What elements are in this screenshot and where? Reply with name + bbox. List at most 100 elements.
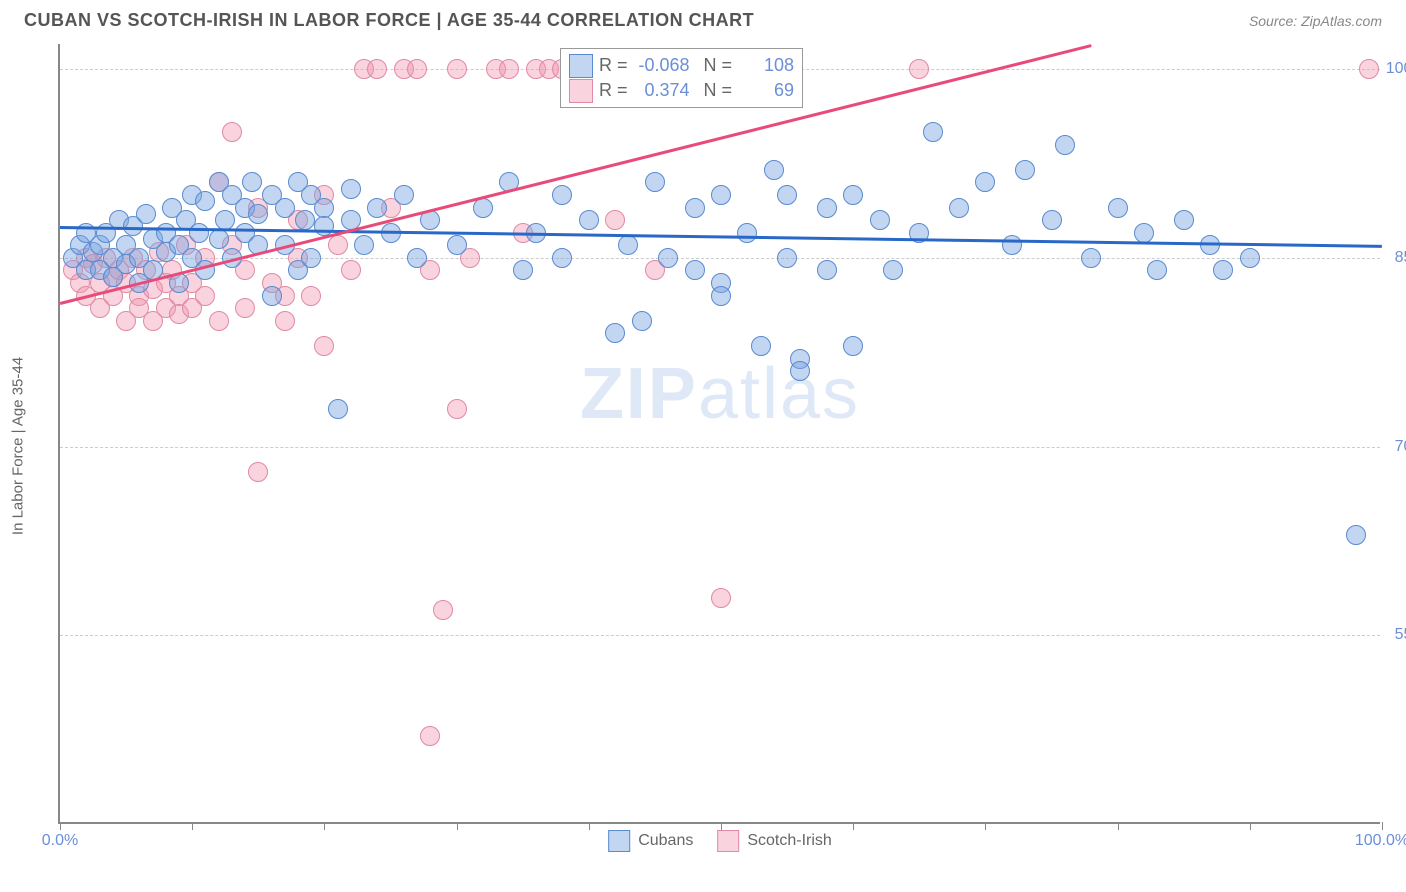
scatter-point xyxy=(1042,210,1062,230)
x-tick xyxy=(985,822,986,830)
scatter-point xyxy=(367,198,387,218)
scatter-point xyxy=(248,462,268,482)
gridline xyxy=(60,447,1380,448)
scatter-point xyxy=(605,323,625,343)
r-value: -0.068 xyxy=(634,53,690,78)
chart-header: CUBAN VS SCOTCH-IRISH IN LABOR FORCE | A… xyxy=(0,0,1406,37)
scatter-point xyxy=(301,286,321,306)
scatter-point xyxy=(685,260,705,280)
scatter-point xyxy=(136,204,156,224)
scatter-point xyxy=(513,260,533,280)
scatter-point xyxy=(923,122,943,142)
x-tick xyxy=(324,822,325,830)
scatter-point xyxy=(215,210,235,230)
scatter-point xyxy=(1346,525,1366,545)
x-tick xyxy=(457,822,458,830)
legend-item: Scotch-Irish xyxy=(717,830,831,852)
scatter-point xyxy=(301,248,321,268)
x-tick xyxy=(1118,822,1119,830)
legend-swatch xyxy=(608,830,630,852)
scatter-point xyxy=(354,235,374,255)
scatter-point xyxy=(189,223,209,243)
scatter-point xyxy=(209,229,229,249)
scatter-point xyxy=(242,172,262,192)
scatter-point xyxy=(407,248,427,268)
scatter-point xyxy=(817,260,837,280)
scatter-point xyxy=(1081,248,1101,268)
scatter-point xyxy=(658,248,678,268)
x-tick xyxy=(60,822,61,830)
scatter-point xyxy=(552,185,572,205)
scatter-point xyxy=(473,198,493,218)
scatter-point xyxy=(248,204,268,224)
scatter-point xyxy=(407,59,427,79)
scatter-point xyxy=(843,336,863,356)
x-tick xyxy=(853,822,854,830)
scatter-point xyxy=(1055,135,1075,155)
scatter-point xyxy=(1240,248,1260,268)
x-tick xyxy=(721,822,722,830)
scatter-point xyxy=(618,235,638,255)
scatter-point xyxy=(447,399,467,419)
scatter-point xyxy=(195,191,215,211)
scatter-point xyxy=(817,198,837,218)
scatter-point xyxy=(1200,235,1220,255)
legend-row: R =-0.068 N =108 xyxy=(569,53,794,78)
scatter-point xyxy=(632,311,652,331)
scatter-point xyxy=(645,172,665,192)
n-label: N = xyxy=(704,53,733,78)
correlation-legend: R =-0.068 N =108R =0.374N =69 xyxy=(560,48,803,108)
y-tick-label: 100.0% xyxy=(1385,60,1406,78)
scatter-point xyxy=(447,235,467,255)
y-tick-label: 85.0% xyxy=(1385,249,1406,267)
y-tick-label: 55.0% xyxy=(1385,626,1406,644)
scatter-point xyxy=(1108,198,1128,218)
r-label: R = xyxy=(599,53,628,78)
scatter-point xyxy=(777,185,797,205)
legend-label: Cubans xyxy=(638,832,693,850)
n-label: N = xyxy=(704,78,733,103)
scatter-point xyxy=(843,185,863,205)
legend-swatch xyxy=(717,830,739,852)
scatter-point xyxy=(1174,210,1194,230)
scatter-point xyxy=(790,361,810,381)
scatter-point xyxy=(777,248,797,268)
scatter-point xyxy=(1147,260,1167,280)
scatter-point xyxy=(1134,223,1154,243)
scatter-point xyxy=(209,311,229,331)
scatter-point xyxy=(367,59,387,79)
scatter-point xyxy=(275,198,295,218)
chart-title: CUBAN VS SCOTCH-IRISH IN LABOR FORCE | A… xyxy=(24,10,754,31)
scatter-point xyxy=(711,185,731,205)
r-label: R = xyxy=(599,78,628,103)
scatter-point xyxy=(235,298,255,318)
scatter-point xyxy=(1213,260,1233,280)
scatter-point xyxy=(295,210,315,230)
n-value: 108 xyxy=(738,53,794,78)
scatter-point xyxy=(420,726,440,746)
n-value: 69 xyxy=(738,78,794,103)
gridline xyxy=(60,635,1380,636)
legend-row: R =0.374N =69 xyxy=(569,78,794,103)
legend-swatch xyxy=(569,79,593,103)
scatter-point xyxy=(883,260,903,280)
source-label: Source: ZipAtlas.com xyxy=(1249,13,1382,29)
scatter-point xyxy=(552,248,572,268)
scatter-point xyxy=(711,286,731,306)
scatter-point xyxy=(447,59,467,79)
scatter-point xyxy=(328,399,348,419)
scatter-point xyxy=(764,160,784,180)
scatter-point xyxy=(1015,160,1035,180)
scatter-point xyxy=(314,198,334,218)
gridline xyxy=(60,258,1380,259)
x-tick-label: 100.0% xyxy=(1355,832,1406,850)
x-tick-label: 0.0% xyxy=(42,832,78,850)
scatter-point xyxy=(737,223,757,243)
scatter-point xyxy=(341,179,361,199)
legend-item: Cubans xyxy=(608,830,693,852)
x-tick xyxy=(589,822,590,830)
legend-label: Scotch-Irish xyxy=(747,832,831,850)
scatter-point xyxy=(394,185,414,205)
scatter-point xyxy=(328,235,348,255)
scatter-point xyxy=(1002,235,1022,255)
